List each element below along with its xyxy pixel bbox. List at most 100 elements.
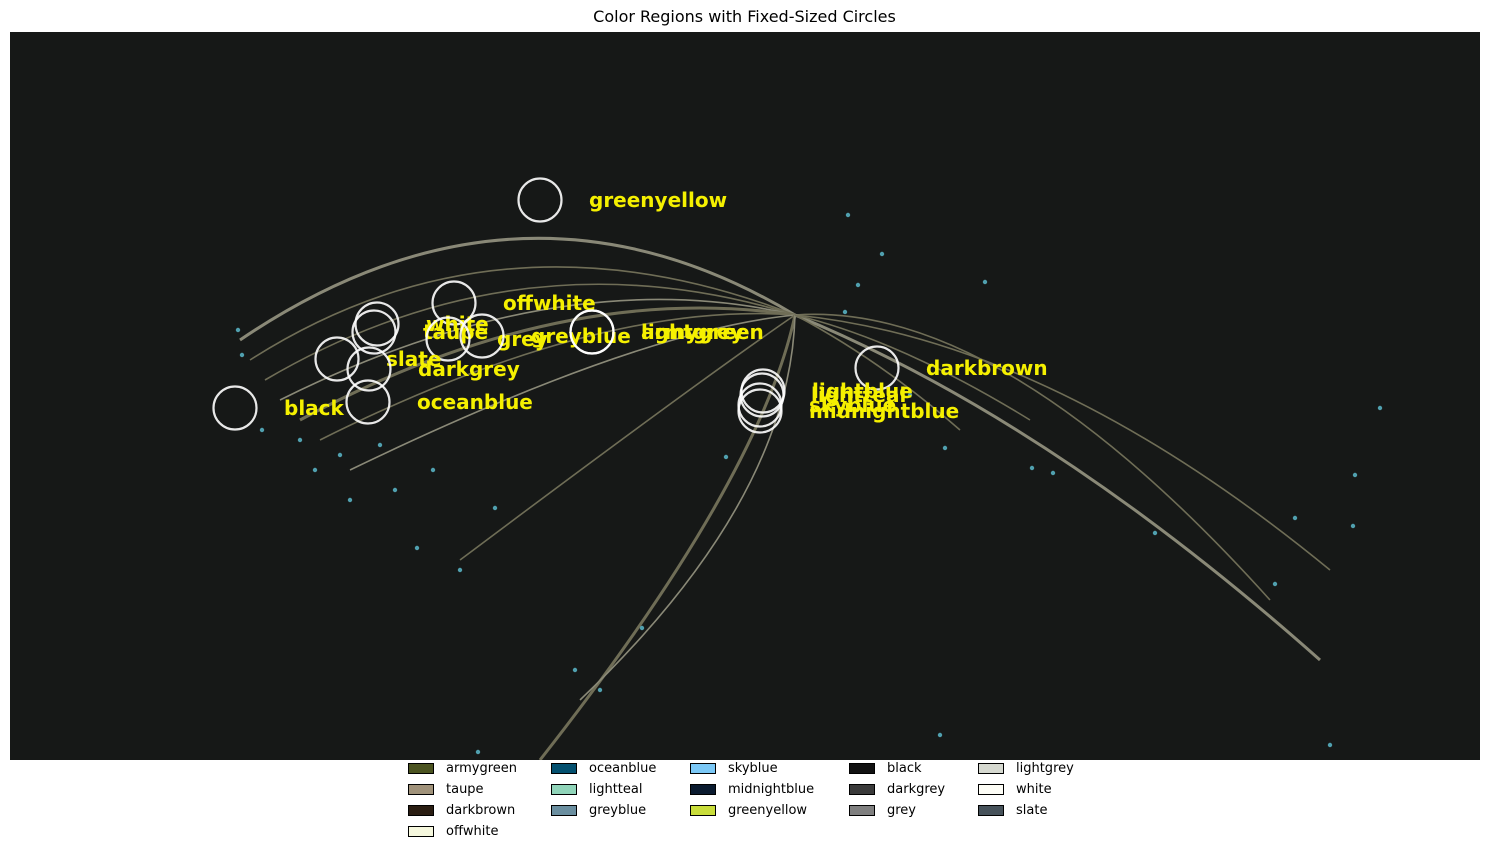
speckle (392, 487, 398, 493)
legend-column: skyblue midnightblue greenyellow (690, 758, 849, 842)
legend-swatch (849, 784, 875, 795)
speckle (1352, 472, 1358, 478)
legend-label: oceanblue (589, 761, 657, 776)
legend-swatch (690, 805, 716, 816)
region-label-midnightblue: midnightblue (809, 399, 959, 423)
legend: armygreen taupe darkbrown offwhite oceanblue… (408, 758, 1098, 842)
speckle (845, 212, 851, 218)
legend-swatch (849, 763, 875, 774)
streak-line (538, 314, 797, 760)
region-circle-slate (314, 336, 360, 382)
region-label-darkbrown: darkbrown (926, 356, 1048, 380)
legend-item-darkgrey: darkgrey (849, 779, 978, 800)
speckle (235, 327, 241, 333)
speckle (572, 667, 578, 673)
speckle (1050, 470, 1056, 476)
legend-item-offwhite: offwhite (408, 821, 551, 842)
streak-line (794, 314, 961, 431)
speckle (842, 309, 848, 315)
speckle (1272, 581, 1278, 587)
legend-label: greenyellow (728, 803, 808, 818)
legend-swatch (690, 784, 716, 795)
legend-item-slate: slate (978, 800, 1098, 821)
legend-label: white (1016, 782, 1052, 797)
speckle (942, 445, 948, 451)
speckle (937, 732, 943, 738)
streak-line (239, 236, 796, 342)
legend-item-greyblue: greyblue (551, 800, 690, 821)
legend-swatch (978, 784, 1004, 795)
legend-item-lightgrey: lightgrey (978, 758, 1098, 779)
region-label-greyblue: greyblue (531, 324, 631, 348)
streak-line (349, 314, 796, 471)
legend-swatch (849, 805, 875, 816)
region-label-oceanblue: oceanblue (417, 390, 533, 414)
region-circle-taupe (351, 309, 397, 355)
chart-title: Color Regions with Fixed-Sized Circles (593, 7, 896, 26)
region-circle-armygreen (569, 309, 615, 355)
region-circle-oceanblue (345, 379, 391, 425)
legend-item-midnightblue: midnightblue (690, 779, 849, 800)
speckle (1327, 742, 1333, 748)
streak-line (249, 266, 796, 361)
legend-label: slate (1016, 803, 1048, 818)
background-speckles (235, 212, 1383, 755)
speckle (1377, 405, 1383, 411)
streak-line (319, 312, 796, 441)
legend-label: grey (887, 803, 917, 818)
region-circle-grey (425, 316, 471, 362)
region-label-lightteal: lightteal (811, 383, 906, 407)
region-label-skyblue: skyblue (809, 393, 896, 417)
legend-swatch (978, 763, 1004, 774)
legend-label: taupe (446, 782, 484, 797)
legend-label: darkgrey (887, 782, 946, 797)
region-circle-greyblue (459, 313, 505, 359)
legend-label: black (887, 761, 922, 776)
legend-label: skyblue (728, 761, 778, 776)
region-circle-black (212, 385, 258, 431)
legend-column: armygreen taupe darkbrown offwhite (408, 758, 551, 842)
speckle (982, 279, 988, 285)
legend-item-taupe: taupe (408, 779, 551, 800)
streak-line (794, 314, 1331, 571)
legend-label: greyblue (589, 803, 647, 818)
region-label-slate: slate (386, 347, 441, 371)
speckle (1029, 465, 1035, 471)
legend-swatch (408, 805, 434, 816)
legend-swatch (408, 784, 434, 795)
background-image-streaks (239, 236, 1331, 760)
streak-line (794, 314, 1031, 421)
speckle (377, 442, 383, 448)
region-label-lightblue: lightblue (812, 379, 913, 403)
legend-column: lightgrey white slate (978, 758, 1098, 842)
legend-item-white: white (978, 779, 1098, 800)
speckle (337, 452, 343, 458)
streak-line (459, 314, 796, 561)
speckle (239, 352, 245, 358)
legend-item-darkbrown: darkbrown (408, 800, 551, 821)
region-circle-greenyellow (517, 177, 563, 223)
region-label-greenyellow: greenyellow (589, 188, 727, 212)
legend-swatch (551, 784, 577, 795)
legend-swatch (408, 826, 434, 837)
legend-swatch (408, 763, 434, 774)
legend-item-greenyellow: greenyellow (690, 800, 849, 821)
speckle (457, 567, 463, 573)
legend-column: black darkgrey grey (849, 758, 978, 842)
region-circle-darkgrey (346, 346, 392, 392)
speckle (475, 749, 481, 755)
speckle (312, 467, 318, 473)
speckle (347, 497, 353, 503)
streak-line (299, 306, 796, 422)
legend-label: lightgrey (1016, 761, 1074, 776)
region-label-darkgrey: darkgrey (418, 357, 520, 381)
legend-label: lightteal (589, 782, 643, 797)
speckle (639, 625, 645, 631)
legend-label: midnightblue (728, 782, 815, 797)
legend-swatch (690, 763, 716, 774)
speckle (1152, 530, 1158, 536)
legend-item-grey: grey (849, 800, 978, 821)
legend-item-skyblue: skyblue (690, 758, 849, 779)
speckle (492, 505, 498, 511)
